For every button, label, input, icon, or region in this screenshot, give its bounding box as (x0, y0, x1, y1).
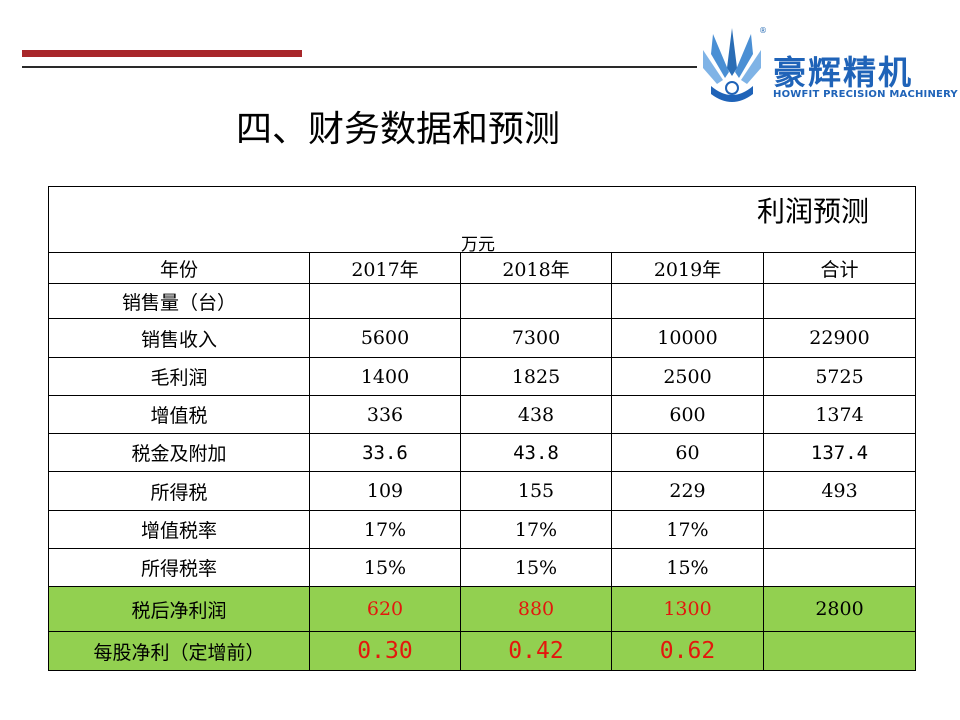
row-label-net-profit: 税后净利润 (48, 586, 310, 632)
table-cell: 7300 (460, 318, 612, 358)
row-label-gross-profit: 毛利润 (48, 357, 310, 396)
table-cell: 5600 (309, 318, 461, 358)
table-caption-cell: 利润预测 万元 (47, 186, 917, 253)
row-label-sales-volume: 销售量（台） (48, 283, 310, 319)
row-label-sales-revenue: 销售收入 (48, 318, 310, 358)
table-cell: 43.8 (460, 433, 612, 472)
table-cell: 155 (460, 471, 612, 511)
table-cell (762, 631, 917, 671)
column-header-2019: 2019年 (611, 252, 764, 284)
table-cell (460, 283, 612, 319)
table-cell-highlight: 0.62 (611, 631, 764, 671)
table-row: 销售量（台） (48, 283, 917, 319)
table-row: 毛利润 1400 1825 2500 5725 (48, 357, 917, 396)
table-cell (762, 548, 917, 587)
table-cell: 2800 (762, 586, 917, 632)
column-header-total: 合计 (762, 252, 917, 284)
row-label-vat-rate: 增值税率 (48, 510, 310, 549)
logo-chinese-name: 豪辉精机 (773, 53, 913, 92)
table-cell: 1374 (762, 395, 917, 434)
table-cell: 17% (460, 510, 612, 549)
table-cell-highlight: 880 (460, 586, 612, 632)
table-caption: 利润预测 (757, 194, 870, 228)
table-cell-highlight: 0.42 (460, 631, 612, 671)
row-label-eps-pre-placement: 每股净利（定增前） (48, 631, 310, 671)
table-unit: 万元 (461, 234, 495, 253)
table-row: 税金及附加 33.6 43.8 60 137.4 (48, 433, 917, 472)
table-cell-highlight: 620 (309, 586, 461, 632)
company-logo: ® 豪辉精机 HOWFIT PRECISION MACHINERY (697, 22, 958, 110)
table-cell: 137.4 (762, 433, 917, 472)
page-title: 四、财务数据和预测 (236, 109, 561, 150)
table-cell: 15% (460, 548, 612, 587)
table-row: 所得税率 15% 15% 15% (48, 548, 917, 587)
profit-forecast-table: 利润预测 万元 年份 2017年 2018年 2019年 合计 销售量（台） 销… (47, 186, 917, 671)
table-cell: 336 (309, 395, 461, 434)
table-header-row: 年份 2017年 2018年 2019年 合计 (48, 252, 917, 284)
table-cell: 17% (309, 510, 461, 549)
table-cell-highlight: 1300 (611, 586, 764, 632)
table-cell: 60 (611, 433, 764, 472)
table-cell (762, 510, 917, 549)
table-row-highlight: 每股净利（定增前） 0.30 0.42 0.62 (48, 631, 917, 671)
header-red-bar (22, 50, 302, 57)
table-caption-row: 利润预测 万元 (47, 186, 917, 253)
table-cell: 438 (460, 395, 612, 434)
header-divider (22, 66, 698, 68)
table-row-highlight: 税后净利润 620 880 1300 2800 (48, 586, 917, 632)
table-cell: 1400 (309, 357, 461, 396)
column-header-2017: 2017年 (309, 252, 461, 284)
table-cell: 2500 (611, 357, 764, 396)
logo-english-name: HOWFIT PRECISION MACHINERY (773, 89, 958, 100)
table-cell: 493 (762, 471, 917, 511)
row-label-income-tax: 所得税 (48, 471, 310, 511)
row-label-vat: 增值税 (48, 395, 310, 434)
table-cell: 33.6 (309, 433, 461, 472)
table-row: 所得税 109 155 229 493 (48, 471, 917, 511)
table-cell: 1825 (460, 357, 612, 396)
row-label-taxes-surcharges: 税金及附加 (48, 433, 310, 472)
table-cell: 5725 (762, 357, 917, 396)
table-cell: 17% (611, 510, 764, 549)
table-cell: 15% (309, 548, 461, 587)
table-cell: 109 (309, 471, 461, 511)
table-cell-highlight: 0.30 (309, 631, 461, 671)
logo-registered-mark: ® (759, 26, 767, 35)
column-header-2018: 2018年 (460, 252, 612, 284)
table-cell (762, 283, 917, 319)
table-cell: 22900 (762, 318, 917, 358)
table-cell: 229 (611, 471, 764, 511)
row-label-income-tax-rate: 所得税率 (48, 548, 310, 587)
table-cell: 600 (611, 395, 764, 434)
table-cell (309, 283, 461, 319)
table-row: 销售收入 5600 7300 10000 22900 (48, 318, 917, 358)
table-row: 增值税率 17% 17% 17% (48, 510, 917, 549)
table-row: 增值税 336 438 600 1374 (48, 395, 917, 434)
table-cell (611, 283, 764, 319)
column-header-year: 年份 (48, 252, 310, 284)
logo-emblem-icon (703, 28, 761, 102)
table-cell: 10000 (611, 318, 764, 358)
table-cell: 15% (611, 548, 764, 587)
